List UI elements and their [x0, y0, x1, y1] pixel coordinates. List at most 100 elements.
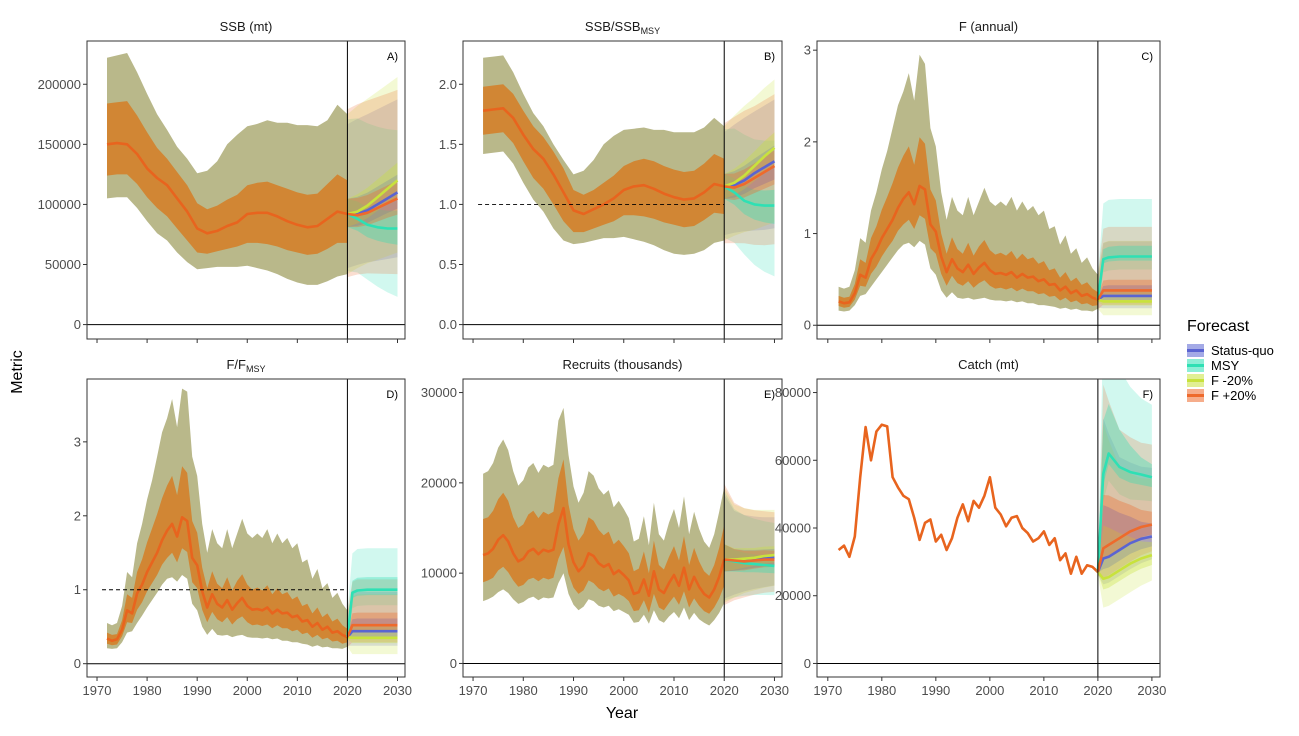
- forecast-outer-band-msy: [724, 491, 775, 601]
- y-tick-label: 10000: [421, 566, 457, 581]
- panel-4: 0 1 2 3 1970 1980 1990 2000 2010 2020 2030 F/FMSY D): [74, 357, 412, 698]
- legend-label-f-plus-20: F +20%: [1211, 388, 1257, 403]
- plot-area: [463, 41, 782, 339]
- forecast-line-f_plus_20: [724, 558, 775, 563]
- panel-label: B): [764, 51, 775, 63]
- y-tick-label: 30000: [421, 385, 457, 400]
- legend-item-f-plus-20: F +20%: [1187, 388, 1257, 403]
- y-tick-label: 200000: [38, 77, 81, 92]
- forecast-outer-band-status_quo: [724, 99, 775, 236]
- panel-title-subscript: MSY: [246, 364, 266, 374]
- panel-border: [462, 40, 783, 340]
- y-tick-label: 2: [74, 508, 81, 523]
- y-tick-label: 20000: [775, 588, 811, 603]
- forecast-outer-band-f_plus_20: [724, 483, 775, 606]
- panel-title: F/FMSY: [226, 357, 265, 374]
- legend: Forecast Status-quo MSY F -20% F +20%: [1187, 318, 1274, 403]
- historic-outer-band: [107, 388, 348, 649]
- historic-line: [838, 184, 1099, 305]
- forecast-outer-band-f_minus_20: [1097, 423, 1152, 608]
- y-tick-label: 1: [804, 226, 811, 241]
- forecast-outer-band-status_quo: [347, 99, 398, 269]
- x-tick-label: 1980: [867, 683, 896, 698]
- panel-label: C): [1141, 51, 1153, 63]
- forecast-line-msy: [1096, 452, 1153, 573]
- forecast-outer-band-msy: [1097, 379, 1152, 576]
- y-tick-label: 0: [804, 656, 811, 671]
- x-tick-label: 2010: [1029, 683, 1058, 698]
- y-tick-label: 1.5: [439, 137, 457, 152]
- x-tick-label: 2000: [975, 683, 1004, 698]
- panel-5: 0 10000 20000 30000 1970 1980 1990 2000 2010 2020…: [421, 357, 789, 698]
- forecast-line-status_quo: [724, 160, 776, 188]
- panel-border: [462, 378, 783, 678]
- forecast-line-f_minus_20: [1096, 553, 1153, 581]
- panel-title: Recruits (thousands): [563, 357, 683, 372]
- forecast-outer-band-f_plus_20: [1097, 384, 1152, 579]
- forecast-line-f_plus_20: [1096, 289, 1152, 301]
- forecast-line-f_plus_20: [1096, 523, 1153, 573]
- forecast-line-msy: [346, 212, 398, 230]
- x-tick-label: 2020: [710, 683, 739, 698]
- y-tick-label: 100000: [38, 197, 81, 212]
- legend-label-status-quo: Status-quo: [1211, 343, 1274, 358]
- forecast-inner-band-msy: [1097, 404, 1152, 573]
- plot-area: [463, 379, 782, 677]
- forecast-outer-band-f_plus_20: [1097, 226, 1152, 310]
- y-tick-label: 0: [450, 656, 457, 671]
- y-tick-label: 0: [74, 317, 81, 332]
- x-tick-label: 1970: [813, 683, 842, 698]
- y-tick-label: 80000: [775, 385, 811, 400]
- legend-label-msy: MSY: [1211, 358, 1240, 373]
- x-tick-label: 2000: [609, 683, 638, 698]
- forecast-line-f_minus_20: [723, 146, 776, 188]
- panel-label: F): [1143, 389, 1153, 401]
- forecast-inner-band-msy: [1097, 245, 1152, 302]
- panel-label: D): [386, 389, 398, 401]
- plot-area: [817, 379, 1160, 677]
- x-tick-label: 2030: [760, 683, 789, 698]
- panel-border: [816, 40, 1161, 340]
- y-tick-label: 150000: [38, 137, 81, 152]
- forecast-inner-band-msy: [347, 577, 398, 640]
- y-tick-label: 40000: [775, 521, 811, 536]
- legend-item-msy: MSY: [1187, 358, 1240, 373]
- y-tick-label: 1.0: [439, 197, 457, 212]
- panel-3: 0 1 2 3 F (annual) C): [804, 19, 1161, 343]
- y-tick-label: 60000: [775, 453, 811, 468]
- panel-1: 0 50000 100000 150000 200000 SSB (mt) A): [38, 19, 406, 343]
- forecast-outer-band-f_plus_20: [347, 89, 398, 278]
- forecast-line-f_plus_20: [347, 197, 399, 217]
- historic-inner-band: [107, 101, 348, 255]
- forecast-inner-band-status_quo: [347, 618, 398, 640]
- forecast-line-status_quo: [1096, 535, 1153, 573]
- x-tick-label: 2010: [660, 683, 689, 698]
- forecast-line-f_plus_20: [346, 623, 398, 638]
- forecast-line-f_plus_20: [724, 164, 776, 189]
- forecast-outer-band-f_minus_20: [724, 487, 775, 603]
- forecast-outer-band-f_minus_20: [347, 77, 398, 275]
- panel-title: SSB (mt): [220, 19, 273, 34]
- historic-inner-band: [483, 84, 725, 233]
- y-tick-label: 2.0: [439, 77, 457, 92]
- forecast-outer-band-msy: [1097, 199, 1152, 309]
- historic-inner-band: [107, 466, 348, 646]
- panel-border: [86, 40, 406, 340]
- panel-border: [86, 378, 406, 678]
- x-axis-title: Year: [606, 705, 639, 722]
- y-tick-label: 50000: [45, 257, 81, 272]
- panel-title-subscript: MSY: [641, 26, 661, 36]
- legend-item-status-quo: Status-quo: [1187, 343, 1274, 358]
- panel-title: SSB/SSBMSY: [585, 19, 660, 36]
- x-tick-label: 2030: [383, 683, 412, 698]
- y-tick-label: 20000: [421, 475, 457, 490]
- y-tick-label: 0: [804, 318, 811, 333]
- forecast-line-msy: [723, 185, 775, 207]
- y-tick-label: 3: [74, 434, 81, 449]
- x-tick-label: 2030: [1137, 683, 1166, 698]
- x-tick-label: 2000: [233, 683, 262, 698]
- forecast-line-status_quo: [346, 629, 398, 638]
- forecast-line-msy: [1096, 255, 1152, 300]
